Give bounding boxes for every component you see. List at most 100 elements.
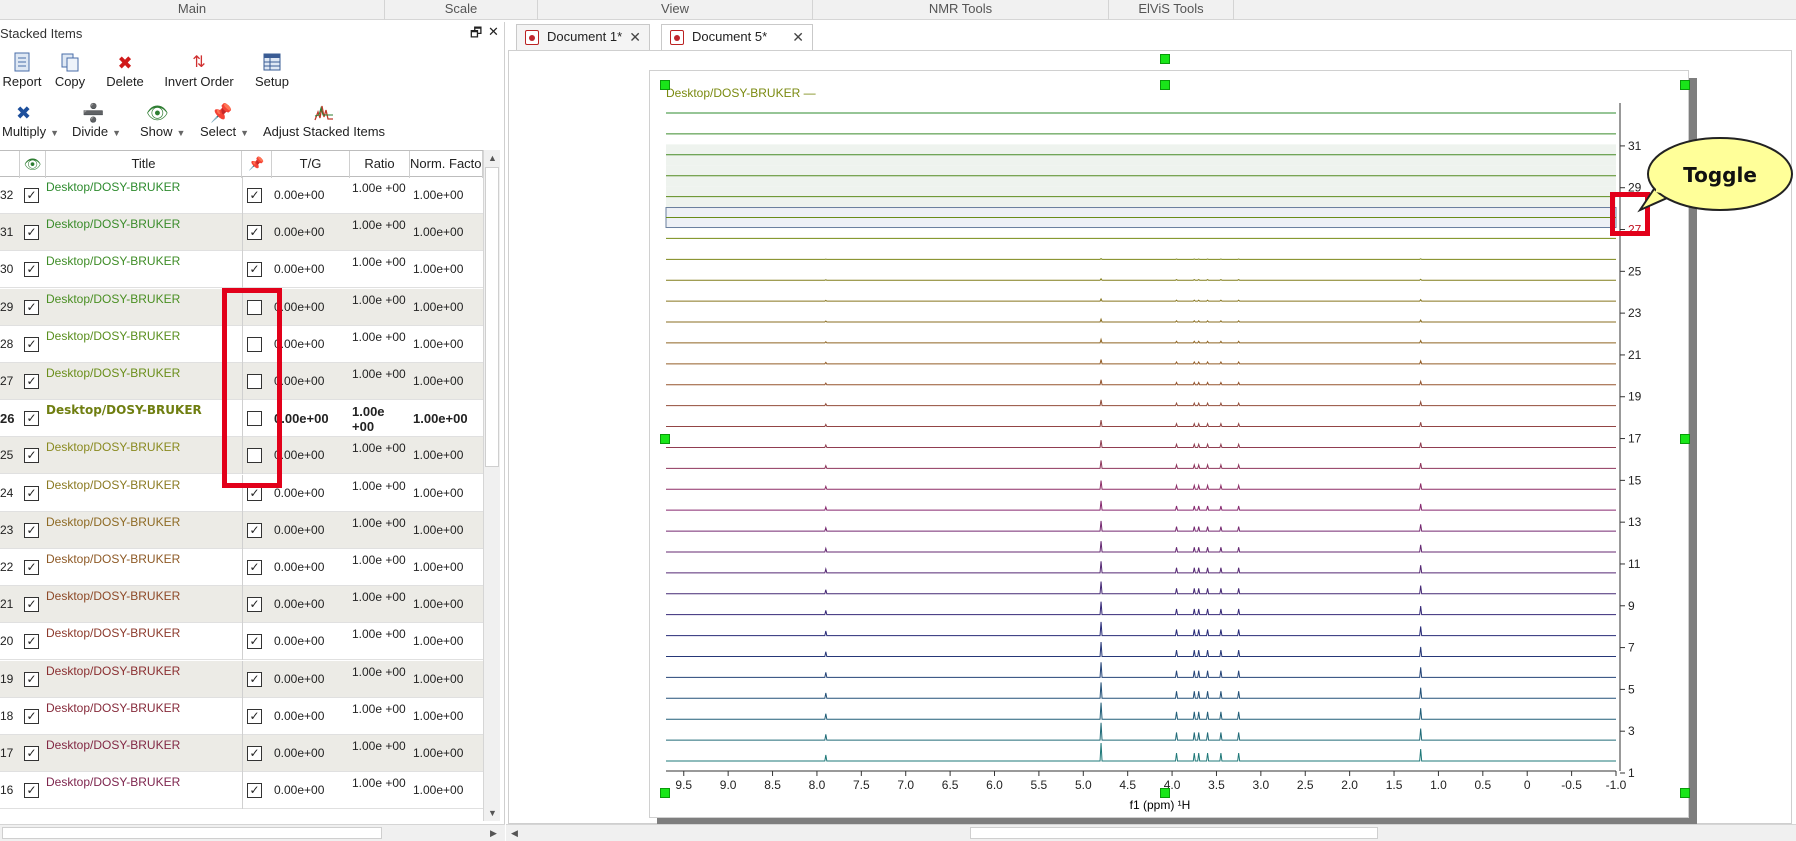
visible-checkbox[interactable]: ✓	[24, 336, 39, 352]
spectrum-trace[interactable]	[666, 541, 1616, 553]
resize-handle[interactable]	[1680, 80, 1690, 90]
row-tg[interactable]: 0.00e+00	[274, 522, 325, 537]
tab-main[interactable]: Main	[0, 0, 385, 20]
row-title[interactable]: Desktop/DOSY-BRUKER	[46, 403, 202, 418]
close-tab-icon[interactable]: ✕	[792, 29, 804, 45]
visible-checkbox[interactable]: ✓	[24, 411, 39, 427]
row-tg[interactable]: 0.00e+00	[274, 262, 325, 277]
pin-checkbox[interactable]	[247, 336, 262, 352]
spectrum-trace[interactable]	[666, 379, 1616, 386]
row-ratio[interactable]: 1.00e +00	[352, 181, 406, 195]
table-vertical-scrollbar[interactable]: ▲ ▼	[483, 150, 500, 821]
spectrum-trace[interactable]	[666, 257, 1616, 260]
row-title[interactable]: Desktop/DOSY-BRUKER	[46, 328, 181, 343]
row-ratio[interactable]: 1.00e +00	[352, 218, 406, 233]
table-row[interactable]: 18 ✓ Desktop/DOSY-BRUKER ✓ 0.00e+00 1.00e +00…	[0, 697, 483, 735]
scroll-left-icon[interactable]: ◀	[511, 828, 518, 838]
row-title[interactable]: Desktop/DOSY-BRUKER	[46, 514, 181, 529]
select-dropdown-icon[interactable]: ▼	[240, 128, 250, 138]
table-scroll-thumb[interactable]	[485, 167, 499, 467]
row-norm[interactable]: 1.00e+00	[413, 708, 464, 723]
pin-checkbox[interactable]	[247, 411, 262, 427]
table-hscroll-thumb[interactable]	[2, 827, 382, 839]
pin-checkbox[interactable]: ✓	[247, 634, 262, 650]
resize-handle[interactable]	[660, 80, 670, 90]
row-tg[interactable]: 0.00e+00	[274, 336, 325, 351]
report-button[interactable]: Report	[2, 52, 42, 89]
row-tg[interactable]: 0.00e+00	[274, 485, 325, 500]
scroll-down-icon[interactable]: ▼	[488, 808, 497, 818]
spectrum-trace[interactable]	[666, 337, 1616, 344]
row-norm[interactable]: 1.00e+00	[413, 522, 464, 537]
spectrum-trace[interactable]	[666, 440, 1616, 448]
header-tg[interactable]: T/G	[272, 151, 350, 178]
row-ratio[interactable]: 1.00e +00	[352, 739, 406, 753]
table-horizontal-scrollbar[interactable]: ▶	[0, 824, 505, 841]
table-row[interactable]: 28 ✓ Desktop/DOSY-BRUKER 0.00e+00 1.00e +00 1…	[0, 325, 483, 363]
row-ratio[interactable]: 1.00e +00	[352, 478, 406, 493]
header-visible[interactable]: 👁	[20, 151, 46, 178]
row-norm[interactable]: 1.00e+00	[413, 671, 464, 686]
spectrum-trace[interactable]	[666, 682, 1616, 699]
row-title[interactable]: Desktop/DOSY-BRUKER	[46, 254, 181, 269]
row-tg[interactable]: 0.00e+00	[274, 374, 325, 388]
spectrum-trace[interactable]	[666, 601, 1616, 616]
divide-dropdown-icon[interactable]: ▼	[112, 128, 122, 138]
row-title[interactable]: Desktop/DOSY-BRUKER	[46, 663, 181, 678]
visible-checkbox[interactable]: ✓	[24, 671, 39, 687]
header-title[interactable]: Title	[46, 151, 242, 178]
row-norm[interactable]: 1.00e+00	[413, 783, 464, 798]
table-row[interactable]: 26 ✓ Desktop/DOSY-BRUKER 0.00e+00 1.00e +00 1…	[0, 400, 483, 438]
visible-checkbox[interactable]: ✓	[24, 708, 39, 724]
row-title[interactable]: Desktop/DOSY-BRUKER	[46, 700, 181, 715]
table-row[interactable]: 22 ✓ Desktop/DOSY-BRUKER ✓ 0.00e+00 1.00e +00…	[0, 549, 483, 586]
invert-order-button[interactable]: ⇅ Invert Order	[162, 52, 236, 89]
row-tg[interactable]: 0.00e+00	[274, 708, 325, 723]
close-tab-icon[interactable]: ✕	[629, 29, 641, 45]
pin-checkbox[interactable]: ✓	[247, 225, 262, 241]
spectrum-trace[interactable]	[666, 520, 1616, 532]
visible-checkbox[interactable]: ✓	[24, 448, 39, 464]
row-norm[interactable]: 1.00e+00	[413, 225, 464, 240]
table-row[interactable]: 32 ✓ Desktop/DOSY-BRUKER ✓ 0.00e+00 1.00e +00…	[0, 177, 483, 214]
pin-checkbox[interactable]	[247, 374, 262, 389]
pin-checkbox[interactable]: ✓	[247, 485, 262, 501]
visible-checkbox[interactable]: ✓	[24, 225, 39, 241]
row-title[interactable]: Desktop/DOSY-BRUKER	[46, 366, 181, 380]
row-ratio[interactable]: 1.00e +00	[352, 590, 406, 605]
adjust-stacked-items-button[interactable]: Adjust Stacked Items	[262, 102, 386, 139]
row-title[interactable]: Desktop/DOSY-BRUKER	[46, 738, 181, 752]
visible-checkbox[interactable]: ✓	[24, 783, 39, 799]
close-icon[interactable]: ✕	[488, 24, 499, 39]
row-title[interactable]: Desktop/DOSY-BRUKER	[46, 440, 181, 455]
scroll-right-icon[interactable]: ▶	[490, 828, 497, 838]
table-row[interactable]: 19 ✓ Desktop/DOSY-BRUKER ✓ 0.00e+00 1.00e +00…	[0, 660, 483, 698]
row-ratio[interactable]: 1.00e +00	[352, 627, 406, 642]
table-row[interactable]: 27 ✓ Desktop/DOSY-BRUKER 0.00e+00 1.00e +00 1…	[0, 363, 483, 400]
spectrum-trace[interactable]	[666, 297, 1616, 302]
resize-handle[interactable]	[1680, 788, 1690, 798]
row-ratio[interactable]: 1.00e +00	[352, 701, 406, 716]
table-row[interactable]: 31 ✓ Desktop/DOSY-BRUKER ✓ 0.00e+00 1.00e +00…	[0, 214, 483, 252]
row-norm[interactable]: 1.00e+00	[413, 746, 464, 760]
select-button[interactable]: 📌 Select ▼	[200, 102, 254, 139]
visible-checkbox[interactable]: ✓	[24, 597, 39, 613]
table-row[interactable]: 23 ✓ Desktop/DOSY-BRUKER ✓ 0.00e+00 1.00e +00…	[0, 511, 483, 549]
row-norm[interactable]: 1.00e+00	[413, 336, 464, 351]
spectrum-trace[interactable]	[666, 742, 1616, 762]
row-ratio[interactable]: 1.00e +00	[352, 441, 406, 456]
table-row[interactable]: 20 ✓ Desktop/DOSY-BRUKER ✓ 0.00e+00 1.00e +00…	[0, 623, 483, 661]
row-tg[interactable]: 0.00e+00	[274, 634, 325, 649]
row-tg[interactable]: 0.00e+00	[274, 783, 325, 798]
row-ratio[interactable]: 1.00e +00	[352, 292, 406, 307]
stacked-spectrum-plot[interactable]: Desktop/DOSY-BRUKER — 312927252321191715…	[650, 71, 1690, 819]
table-row[interactable]: 16 ✓ Desktop/DOSY-BRUKER ✓ 0.00e+00 1.00e +00…	[0, 772, 483, 810]
pin-checkbox[interactable]: ✓	[247, 560, 262, 575]
spectrum-trace[interactable]	[666, 277, 1616, 281]
row-tg[interactable]: 0.00e+00	[274, 597, 325, 612]
spectrum-trace[interactable]	[666, 359, 1616, 365]
multiply-dropdown-icon[interactable]: ▼	[50, 128, 59, 138]
row-title[interactable]: Desktop/DOSY-BRUKER	[46, 291, 181, 306]
spectrum-trace[interactable]	[666, 317, 1616, 323]
table-row[interactable]: 17 ✓ Desktop/DOSY-BRUKER ✓ 0.00e+00 1.00e +00…	[0, 735, 483, 772]
